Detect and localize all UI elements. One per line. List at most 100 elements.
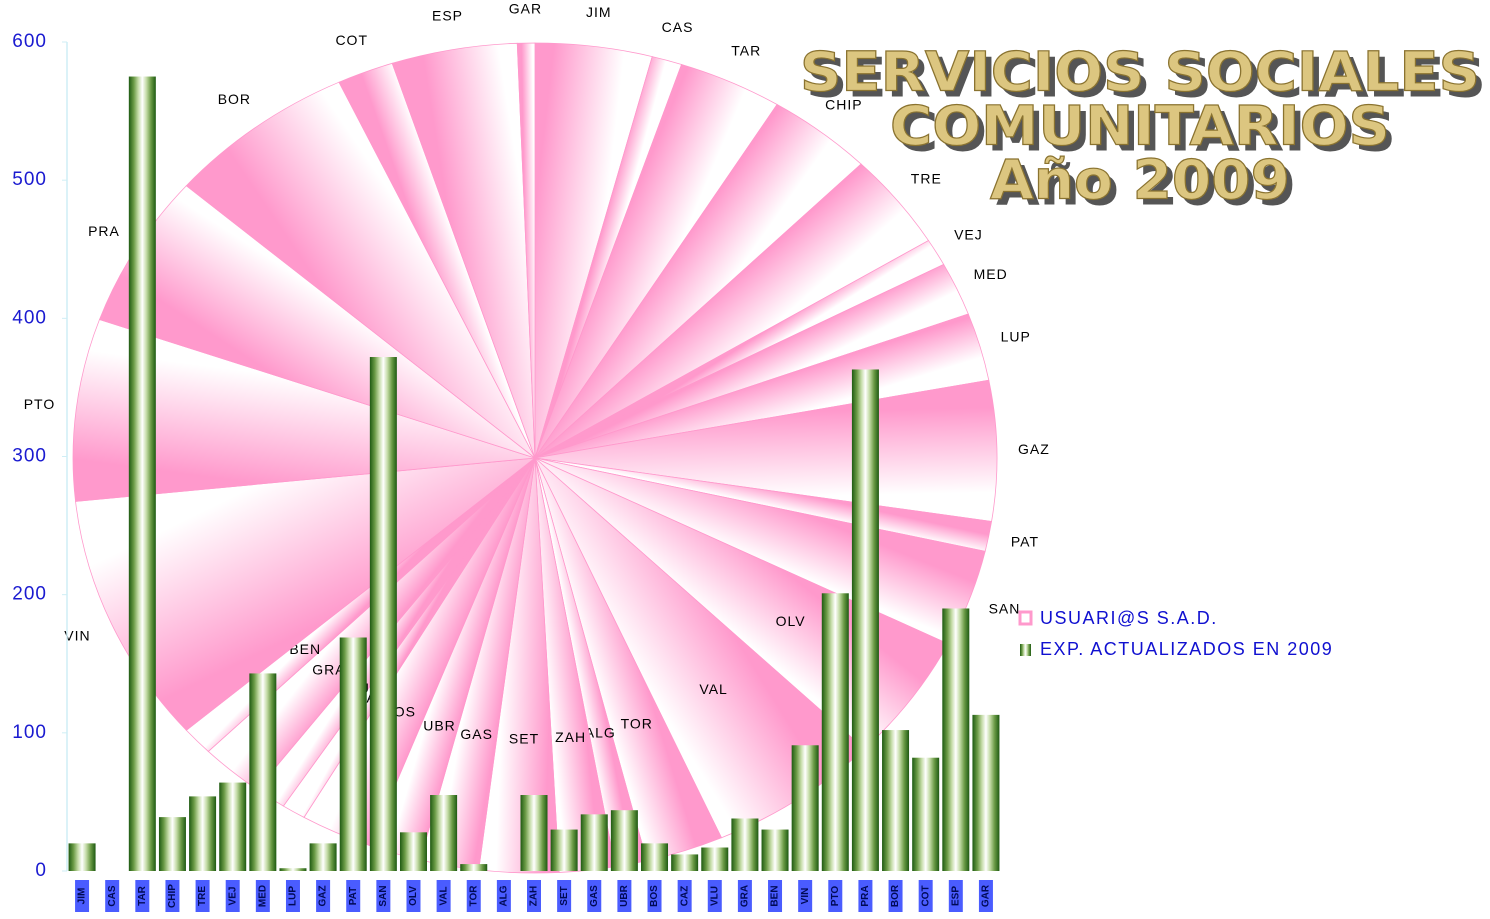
x-tick-box	[165, 880, 180, 912]
x-tick-label: GAR	[981, 884, 992, 907]
x-tick-box	[406, 880, 421, 912]
x-tick-box	[978, 880, 993, 912]
pie-label: VAL	[699, 681, 727, 697]
x-tick-label: VLU	[709, 886, 720, 906]
x-tick-label: TOR	[468, 885, 479, 907]
legend: USUARI@S S.A.D. EXP. ACTUALIZADOS EN 2009	[1018, 608, 1333, 659]
x-tick-box	[828, 880, 843, 912]
x-tick-box	[496, 880, 511, 912]
x-tick-label: CHIP	[167, 884, 178, 908]
x-tick-box	[285, 880, 300, 912]
x-tick-box	[225, 880, 240, 912]
bar	[279, 868, 307, 871]
pie-label: ALG	[585, 725, 616, 741]
y-tick-label: 400	[12, 307, 47, 328]
x-tick-box	[316, 880, 331, 912]
pie-label: PRA	[88, 223, 120, 239]
legend-label: EXP. ACTUALIZADOS EN 2009	[1040, 639, 1333, 659]
bar	[128, 76, 156, 871]
bar	[158, 817, 186, 871]
pie-label: OLV	[776, 613, 806, 629]
title-shadow: SERVICIOS SOCIALES	[806, 47, 1486, 110]
x-tick-box	[768, 880, 783, 912]
x-tick-box	[707, 880, 722, 912]
x-tick-label: MED	[257, 885, 268, 907]
title-line: Año 2009	[990, 149, 1290, 212]
bar	[430, 795, 458, 871]
x-tick-label: TRE	[197, 886, 208, 906]
x-tick-box	[376, 880, 391, 912]
bar	[972, 714, 1000, 871]
x-tick-label: BOR	[890, 884, 901, 907]
x-tick-label: UBR	[619, 884, 630, 906]
bar	[942, 608, 970, 871]
bar	[399, 832, 427, 871]
x-tick-box	[918, 880, 933, 912]
bars	[68, 76, 1000, 871]
bar	[339, 637, 367, 871]
bar	[761, 829, 789, 871]
bar	[671, 854, 699, 871]
pie-label: TOR	[621, 716, 653, 732]
x-tick-box	[858, 880, 873, 912]
x-tick-box	[466, 880, 481, 912]
pie-label: TAR	[731, 43, 761, 59]
x-tick-box	[888, 880, 903, 912]
bar	[641, 843, 669, 871]
x-tick-label: COT	[920, 885, 931, 906]
y-tick-label: 200	[12, 584, 47, 605]
x-tick-box	[647, 880, 662, 912]
x-tick-box	[798, 880, 813, 912]
pie-label: TRE	[911, 171, 942, 187]
x-tick-label: PTO	[830, 886, 841, 907]
x-tick-box	[587, 880, 602, 912]
bar	[912, 757, 940, 871]
x-tick-box	[75, 880, 90, 912]
legend-label: USUARI@S S.A.D.	[1040, 608, 1218, 628]
title-line: COMUNITARIOS	[890, 95, 1390, 158]
pie-slice	[516, 42, 536, 459]
axis: 0 100 200 300 400 500 600 JIM CAS TAR CHIP TRE VEJ ME…	[12, 31, 993, 912]
x-tick-label: SET	[559, 886, 570, 905]
x-tick-label: ALG	[499, 885, 510, 906]
bar	[249, 673, 277, 871]
pie-label: GAZ	[1018, 441, 1050, 457]
pie-label: LUP	[1001, 329, 1031, 345]
pie-label: CAS	[662, 19, 694, 35]
pie-slice	[72, 318, 536, 502]
x-tick-label: LUP	[288, 886, 299, 906]
x-tick-box	[135, 880, 150, 912]
bar	[460, 864, 488, 871]
x-tick-label: VAL	[438, 886, 449, 905]
pie-label: BEN	[289, 641, 321, 657]
y-tick-label: 300	[12, 446, 47, 467]
pie-label: BOR	[218, 91, 251, 107]
x-tick-label: SAN	[378, 885, 389, 906]
pie-label: ESP	[432, 7, 463, 23]
bar	[309, 843, 337, 871]
x-tick-box	[737, 880, 752, 912]
x-tick-label: CAS	[107, 885, 118, 906]
pie-label: GAR	[509, 1, 542, 17]
legend-swatch	[1020, 644, 1031, 656]
x-tick-box	[677, 880, 692, 912]
pie-label: GAS	[460, 726, 493, 742]
bar	[821, 593, 849, 871]
x-tick-label: GAS	[589, 885, 600, 907]
pie-label: VIN	[64, 627, 90, 643]
x-tick-box	[557, 880, 572, 912]
x-tick-label: ESP	[950, 886, 961, 906]
pie-label: SAN	[989, 601, 1021, 617]
bar	[580, 814, 608, 871]
x-tick-label: GRA	[740, 885, 751, 907]
x-tick-box	[195, 880, 210, 912]
title-shadow: Año 2009	[996, 155, 1296, 218]
bar	[550, 829, 578, 871]
pie-label: VEJ	[954, 227, 983, 243]
bar	[68, 843, 96, 871]
bar	[851, 369, 879, 871]
pie-label: PAT	[1011, 533, 1039, 549]
pie-slice	[75, 457, 537, 731]
